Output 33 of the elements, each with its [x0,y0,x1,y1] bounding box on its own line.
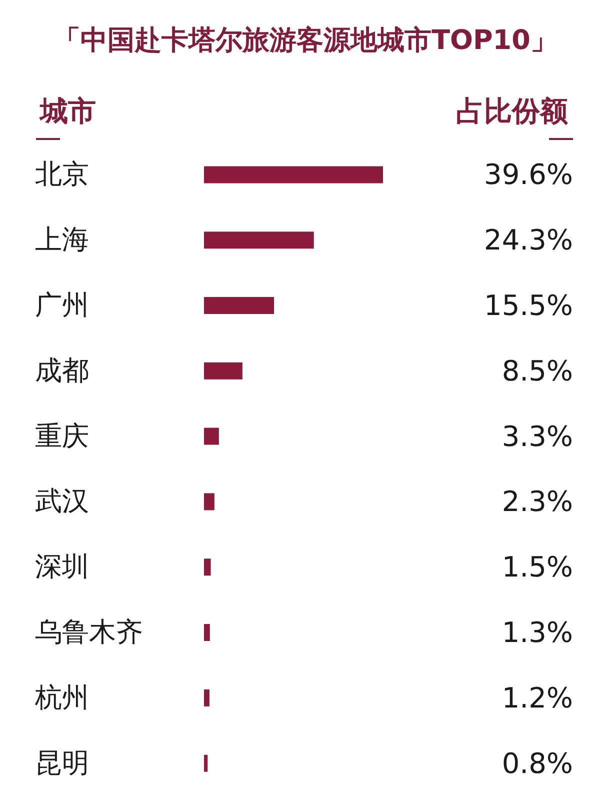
y-tick-label: 成都 [35,355,89,386]
bar [204,297,274,314]
y-tick-label: 杭州 [34,682,89,714]
y-tick-label: 广州 [35,290,89,321]
data-label: 1.5% [502,550,573,584]
bar [204,166,383,184]
bar [204,493,214,510]
bar [204,362,242,380]
bar [204,558,211,576]
data-label: 8.5% [502,354,573,388]
y-tick-label: 上海 [35,224,89,256]
bar [204,428,219,445]
data-label: 39.6% [484,158,573,192]
bar [204,754,208,772]
y-tick-label: 武汉 [35,486,89,518]
bar [204,624,210,641]
x-axis-title: 占比份额 [456,94,569,128]
y-tick-label: 重庆 [35,420,89,452]
data-label: 15.5% [484,289,573,322]
y-tick-label: 乌鲁木齐 [35,617,143,648]
data-label: 1.2% [502,681,573,714]
y-tick-label: 昆明 [35,748,89,779]
y-axis-title: 城市 [39,94,96,128]
data-label: 3.3% [502,420,573,453]
y-tick-label: 深圳 [35,552,89,583]
bar [204,232,314,249]
data-label: 0.8% [502,746,573,780]
data-label: 1.3% [502,616,573,649]
y-tick-label: 北京 [35,159,89,190]
chart-title: 「中国赴卡塔尔旅游客源地城市TOP10」 [54,25,558,56]
data-label: 2.3% [502,485,573,518]
bar [204,689,210,706]
data-label: 24.3% [484,224,573,257]
